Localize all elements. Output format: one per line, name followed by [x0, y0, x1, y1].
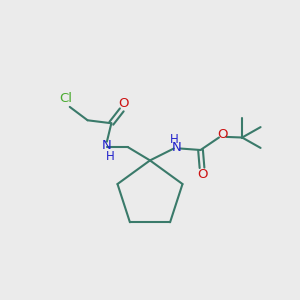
Text: Cl: Cl	[60, 92, 73, 105]
Text: O: O	[197, 168, 207, 181]
Text: N: N	[171, 141, 181, 154]
Text: O: O	[217, 128, 228, 141]
Text: H: H	[169, 133, 178, 146]
Text: N: N	[102, 139, 112, 152]
Text: H: H	[106, 150, 114, 163]
Text: O: O	[118, 97, 128, 110]
